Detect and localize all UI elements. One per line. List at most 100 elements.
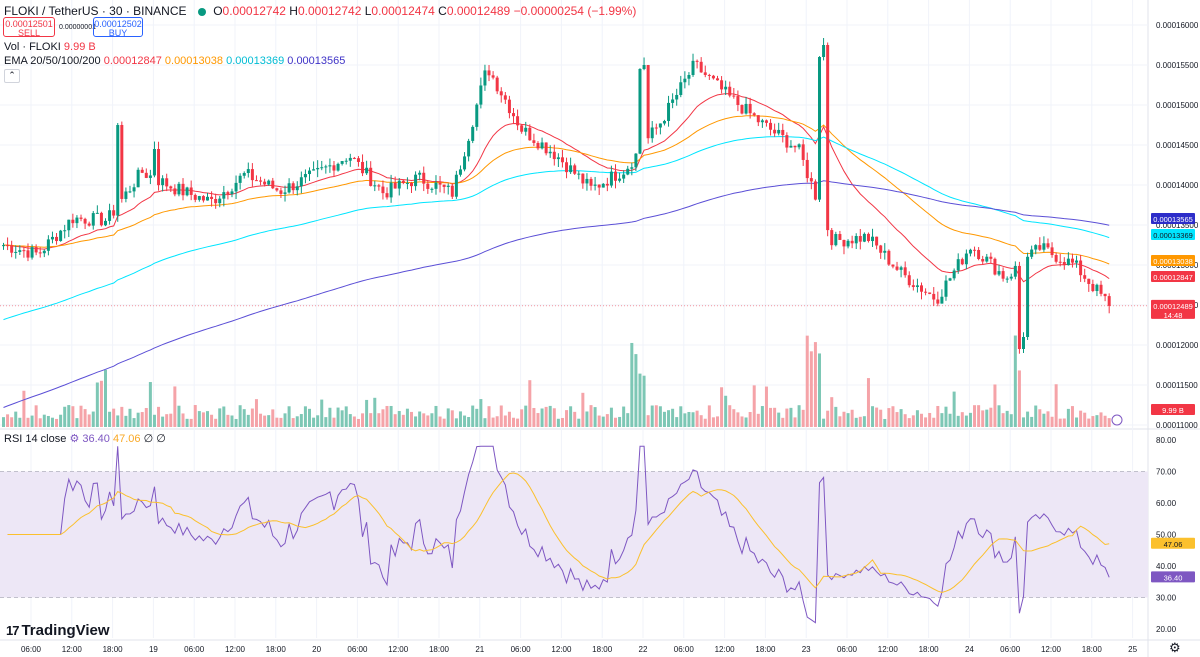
candle-body bbox=[813, 181, 817, 200]
candle-body bbox=[238, 175, 242, 183]
candle-body bbox=[642, 65, 646, 69]
volume-bar bbox=[818, 353, 821, 427]
candle-body bbox=[728, 86, 732, 96]
candle-body bbox=[287, 183, 291, 193]
volume-bar bbox=[822, 418, 826, 427]
candle-body bbox=[732, 95, 736, 97]
volume-bar bbox=[55, 418, 59, 427]
candle-body bbox=[883, 250, 887, 253]
volume-bar bbox=[116, 415, 120, 427]
time-tick-label: 18:00 bbox=[103, 645, 124, 654]
candle-body bbox=[144, 172, 148, 178]
candle-body bbox=[764, 120, 768, 123]
volume-bar bbox=[781, 417, 785, 427]
volume-bar bbox=[956, 415, 960, 427]
candle-body bbox=[952, 270, 956, 279]
time-tick-label: 06:00 bbox=[511, 645, 532, 654]
volume-bar bbox=[691, 412, 695, 427]
candle-body bbox=[246, 169, 250, 174]
volume-bar bbox=[201, 412, 205, 427]
volume-bar bbox=[177, 405, 181, 427]
candle-body bbox=[320, 167, 324, 169]
volume-bar bbox=[381, 409, 385, 427]
candle-body bbox=[385, 193, 389, 198]
volume-bar bbox=[1030, 416, 1034, 427]
candle-body bbox=[756, 115, 760, 123]
candle-body bbox=[340, 161, 344, 164]
candle-body bbox=[430, 188, 434, 190]
volume-bar bbox=[736, 412, 740, 427]
volume-bar bbox=[271, 409, 275, 427]
candle-body bbox=[467, 140, 471, 157]
volume-bar bbox=[940, 413, 944, 427]
volume-bar bbox=[528, 380, 532, 427]
symbol-name[interactable]: FLOKI / TetherUS · 30 · BINANCE bbox=[4, 4, 187, 18]
candle-body bbox=[899, 267, 903, 270]
volume-bar bbox=[577, 418, 581, 427]
candle-body bbox=[140, 169, 144, 173]
volume-bar bbox=[152, 414, 156, 427]
volume-bar bbox=[226, 414, 230, 427]
volume-bar bbox=[67, 405, 71, 427]
candle-body bbox=[491, 75, 495, 78]
volume-bar bbox=[989, 407, 993, 427]
close-value: 0.00012489 bbox=[446, 4, 511, 18]
collapse-legend-chevron-icon[interactable]: ⌃ bbox=[4, 69, 20, 83]
candle-body bbox=[960, 259, 964, 265]
candle-body bbox=[214, 198, 218, 204]
change-value: −0.00000254 (−1.99%) bbox=[513, 4, 637, 18]
candle-body bbox=[185, 187, 189, 196]
volume-bar bbox=[524, 405, 528, 427]
volume-bar bbox=[1062, 418, 1066, 427]
candle-body bbox=[1087, 278, 1091, 284]
rsi-legend[interactable]: RSI 14 close ⚙ 36.40 47.06 ∅ ∅ bbox=[4, 432, 166, 445]
volume-bar bbox=[487, 406, 491, 427]
candle-body bbox=[560, 157, 564, 163]
volume-bar bbox=[279, 417, 283, 427]
tradingview-logo[interactable]: 17 TradingView bbox=[6, 622, 110, 639]
replay-bolt-icon[interactable] bbox=[1111, 414, 1123, 426]
candle-body bbox=[997, 271, 1001, 275]
candle-body bbox=[1091, 283, 1095, 292]
volume-bar bbox=[711, 417, 715, 427]
candle-body bbox=[1022, 337, 1025, 349]
volume-legend[interactable]: Vol · FLOKI 9.99 B bbox=[4, 41, 96, 53]
sell-label: SELL bbox=[17, 28, 41, 38]
volume-bar bbox=[716, 416, 719, 427]
candle-body bbox=[744, 103, 748, 114]
candle-body bbox=[99, 212, 103, 226]
volume-bar bbox=[520, 409, 524, 427]
volume-bar bbox=[756, 413, 760, 427]
candle-body bbox=[1058, 261, 1062, 263]
volume-bar bbox=[397, 411, 401, 427]
volume-bar bbox=[161, 416, 165, 427]
sell-button[interactable]: 0.00012501 SELL bbox=[3, 17, 55, 38]
candle-body bbox=[446, 185, 450, 187]
volume-bar bbox=[915, 410, 919, 427]
candle-body bbox=[842, 239, 846, 247]
volume-bar bbox=[75, 418, 79, 427]
volume-bar bbox=[140, 412, 144, 427]
volume-bar bbox=[638, 373, 642, 427]
volume-bar bbox=[552, 408, 556, 427]
candle-body bbox=[589, 178, 593, 186]
candle-body bbox=[10, 245, 14, 253]
volume-bar bbox=[303, 406, 307, 427]
rsi-gear-icon[interactable]: ⚙ bbox=[69, 433, 80, 445]
volume-bar bbox=[854, 417, 858, 427]
volume-bar bbox=[112, 408, 116, 427]
candle-body bbox=[1005, 278, 1009, 280]
ema-legend[interactable]: EMA 20/50/100/200 0.00012847 0.00013038 … bbox=[4, 55, 345, 67]
candle-body bbox=[30, 247, 34, 258]
candle-body bbox=[361, 161, 365, 174]
candle-body bbox=[989, 256, 993, 259]
buy-button[interactable]: 0.00012502 BUY bbox=[93, 17, 143, 38]
candle-body bbox=[679, 82, 683, 95]
chart-settings-gear-icon[interactable]: ⚙ bbox=[1169, 640, 1181, 655]
rsi-tick-label: 20.00 bbox=[1156, 625, 1177, 634]
candle-body bbox=[401, 180, 405, 184]
volume-bar bbox=[1099, 412, 1103, 427]
rsi-div-2: ∅ bbox=[156, 433, 166, 445]
volume-bar bbox=[842, 411, 846, 427]
